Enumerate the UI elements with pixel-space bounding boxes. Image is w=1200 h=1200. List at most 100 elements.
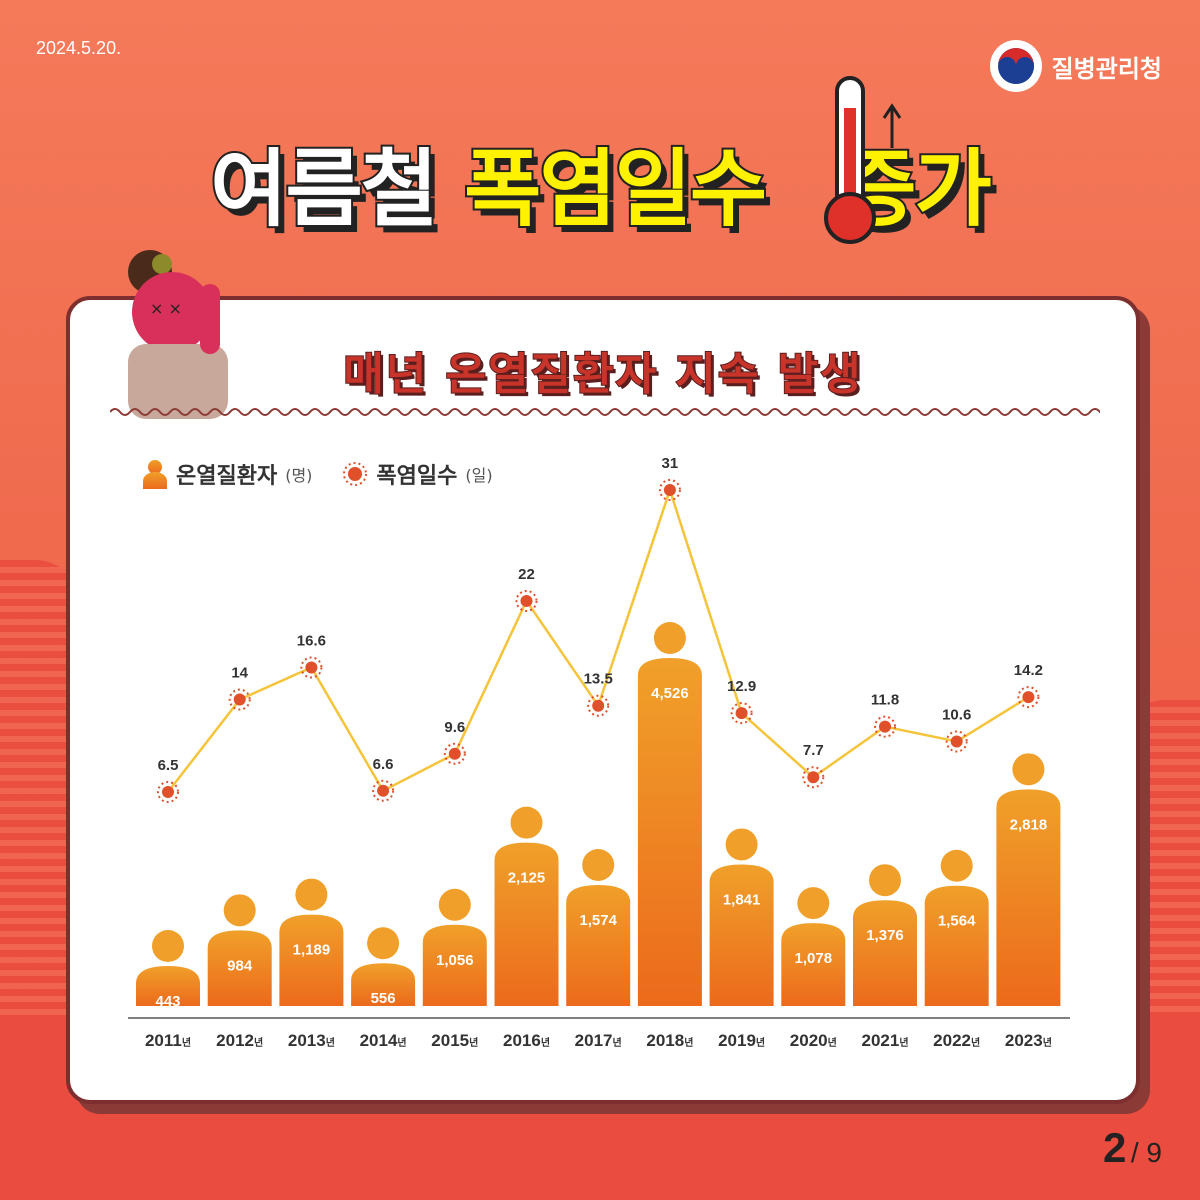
bar-value-label: 443: [155, 993, 180, 1010]
x-tick-year: 2017: [575, 1031, 613, 1050]
x-tick-suffix: 년: [469, 1036, 478, 1049]
x-tick-suffix: 년: [182, 1036, 191, 1049]
page-current: 2: [1103, 1124, 1127, 1171]
x-tick-suffix: 년: [397, 1036, 406, 1049]
bar-2020: 1,078: [781, 887, 846, 1006]
bar-head: [1012, 753, 1045, 786]
heat-day-point-2015: 9.6: [443, 719, 466, 765]
x-tick-label: 2014년: [360, 1031, 407, 1050]
x-tick-suffix: 년: [1043, 1036, 1052, 1049]
heat-day-value-label: 16.6: [297, 633, 326, 650]
heat-day-point-2011: 6.5: [157, 757, 179, 803]
title-part-summer: 여름철: [208, 138, 440, 240]
bar-2023: 2,818: [996, 753, 1061, 1006]
x-tick-label: 2011년: [145, 1031, 191, 1050]
bar-value-label: 1,376: [866, 927, 904, 944]
bar-head: [438, 888, 471, 921]
x-tick-year: 2015: [431, 1031, 469, 1050]
x-tick-label: 2015년: [431, 1031, 478, 1050]
overheated-character-icon: × ×: [128, 250, 228, 419]
heat-day-value-label: 31: [662, 455, 679, 472]
bar-body: [279, 914, 344, 1006]
person-icon: [143, 460, 167, 489]
bar-head: [152, 930, 184, 962]
bar-value-label: 4,526: [651, 685, 689, 702]
svg-text:× ×: × ×: [150, 299, 182, 318]
heat-day-value-label: 13.5: [584, 671, 613, 688]
page-total: / 9: [1130, 1137, 1162, 1168]
heat-day-value-label: 14: [231, 665, 248, 682]
heat-day-value-label: 14.2: [1014, 662, 1043, 679]
x-tick-suffix: 년: [326, 1036, 335, 1049]
org-brand: 질병관리청: [989, 40, 1162, 92]
marker-rays: [874, 715, 896, 738]
heat-day-value-label: 9.6: [444, 719, 465, 736]
legend-heat-days-label: 폭염일수: [376, 464, 458, 489]
heat-day-value-label: 6.6: [373, 756, 394, 773]
bar-value-label: 1,189: [293, 942, 331, 959]
bar-2011: 443: [136, 930, 200, 1010]
marker-dot: [233, 693, 246, 706]
x-tick-year: 2011: [145, 1031, 182, 1050]
bar-2012: 984: [207, 894, 272, 1006]
marker-rays: [658, 479, 681, 501]
marker-rays: [515, 589, 538, 612]
heat-day-point-2022: 10.6: [942, 706, 971, 753]
heat-day-value-label: 10.6: [942, 706, 971, 723]
heat-day-value-label: 7.7: [803, 742, 824, 759]
x-tick-year: 2023: [1005, 1031, 1043, 1050]
legend-heat-days-unit: (일): [465, 466, 493, 485]
legend-patients-unit: (명): [285, 466, 313, 485]
bar-body: [853, 900, 917, 1006]
bar-2014: 556: [351, 927, 416, 1007]
x-tick-label: 2016년: [503, 1031, 550, 1050]
x-tick-label: 2020년: [790, 1031, 837, 1050]
legend-patients: 온열질환자 (명): [142, 458, 312, 490]
bar-2018: 4,526: [637, 622, 702, 1006]
marker-dot: [520, 594, 533, 607]
x-tick-suffix: 년: [899, 1036, 908, 1049]
bar-value-label: 1,841: [723, 891, 761, 908]
heat-day-point-2017: 13.5: [584, 671, 613, 717]
x-tick-label: 2017년: [575, 1031, 622, 1050]
bar-body: [422, 924, 487, 1006]
bar-head: [653, 622, 686, 654]
bar-body: [136, 966, 200, 1006]
x-tick-label: 2012년: [216, 1031, 263, 1050]
heat-day-point-2021: 11.8: [871, 692, 899, 738]
x-tick-suffix: 년: [254, 1036, 263, 1049]
heat-day-value-label: 22: [518, 566, 535, 583]
marker-rays: [228, 688, 251, 711]
marker-dot: [592, 699, 605, 712]
x-tick-label: 2023년: [1005, 1031, 1052, 1050]
x-tick-year: 2018: [646, 1031, 684, 1050]
chart-plot-area: 443 984 1,189 556 1,056 2,125 1,574 4,526 1,841 1…: [128, 455, 1070, 1050]
marker-dot: [162, 786, 174, 798]
bar-value-label: 1,078: [795, 950, 833, 967]
x-tick-label: 2013년: [288, 1031, 335, 1050]
x-tick-year: 2013: [288, 1031, 326, 1050]
heat-day-point-2019: 12.9: [727, 678, 756, 725]
x-tick-year: 2022: [933, 1031, 971, 1050]
heat-day-value-label: 11.8: [871, 692, 899, 709]
x-tick-suffix: 년: [613, 1036, 622, 1049]
bar-value-label: 1,574: [579, 912, 617, 929]
marker-dot: [377, 784, 390, 797]
bar-body: [996, 789, 1061, 1006]
bar-2017: 1,574: [566, 848, 631, 1006]
heat-day-value-label: 6.5: [158, 757, 179, 774]
title-part-heatwave-days: 폭염일수: [462, 138, 769, 240]
x-tick-year: 2014: [360, 1031, 398, 1050]
x-tick-year: 2021: [861, 1031, 899, 1050]
pagination: 2 / 9: [1103, 1124, 1162, 1172]
heat-day-point-2012: 14: [228, 665, 251, 711]
bar-head: [295, 878, 328, 911]
marker-dot: [735, 707, 748, 720]
bar-body: [709, 864, 774, 1006]
heat-day-point-2023: 14.2: [1014, 662, 1043, 709]
legend-heat-days: 폭염일수 (일): [342, 458, 493, 490]
x-tick-year: 2012: [216, 1031, 254, 1050]
x-tick-year: 2019: [718, 1031, 756, 1050]
x-tick-suffix: 년: [756, 1036, 765, 1049]
marker-dot: [879, 720, 891, 733]
